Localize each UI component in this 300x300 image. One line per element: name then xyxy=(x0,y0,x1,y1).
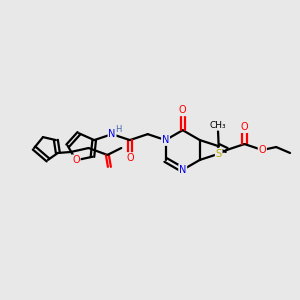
Text: O: O xyxy=(72,155,80,165)
Text: N: N xyxy=(108,129,116,139)
Text: CH₃: CH₃ xyxy=(210,121,226,130)
Text: O: O xyxy=(241,122,248,132)
Text: O: O xyxy=(179,105,187,116)
Text: H: H xyxy=(115,125,122,134)
Text: O: O xyxy=(259,145,266,155)
Text: N: N xyxy=(162,135,169,145)
Text: N: N xyxy=(179,165,186,175)
Text: S: S xyxy=(216,149,222,159)
Text: O: O xyxy=(126,153,134,163)
